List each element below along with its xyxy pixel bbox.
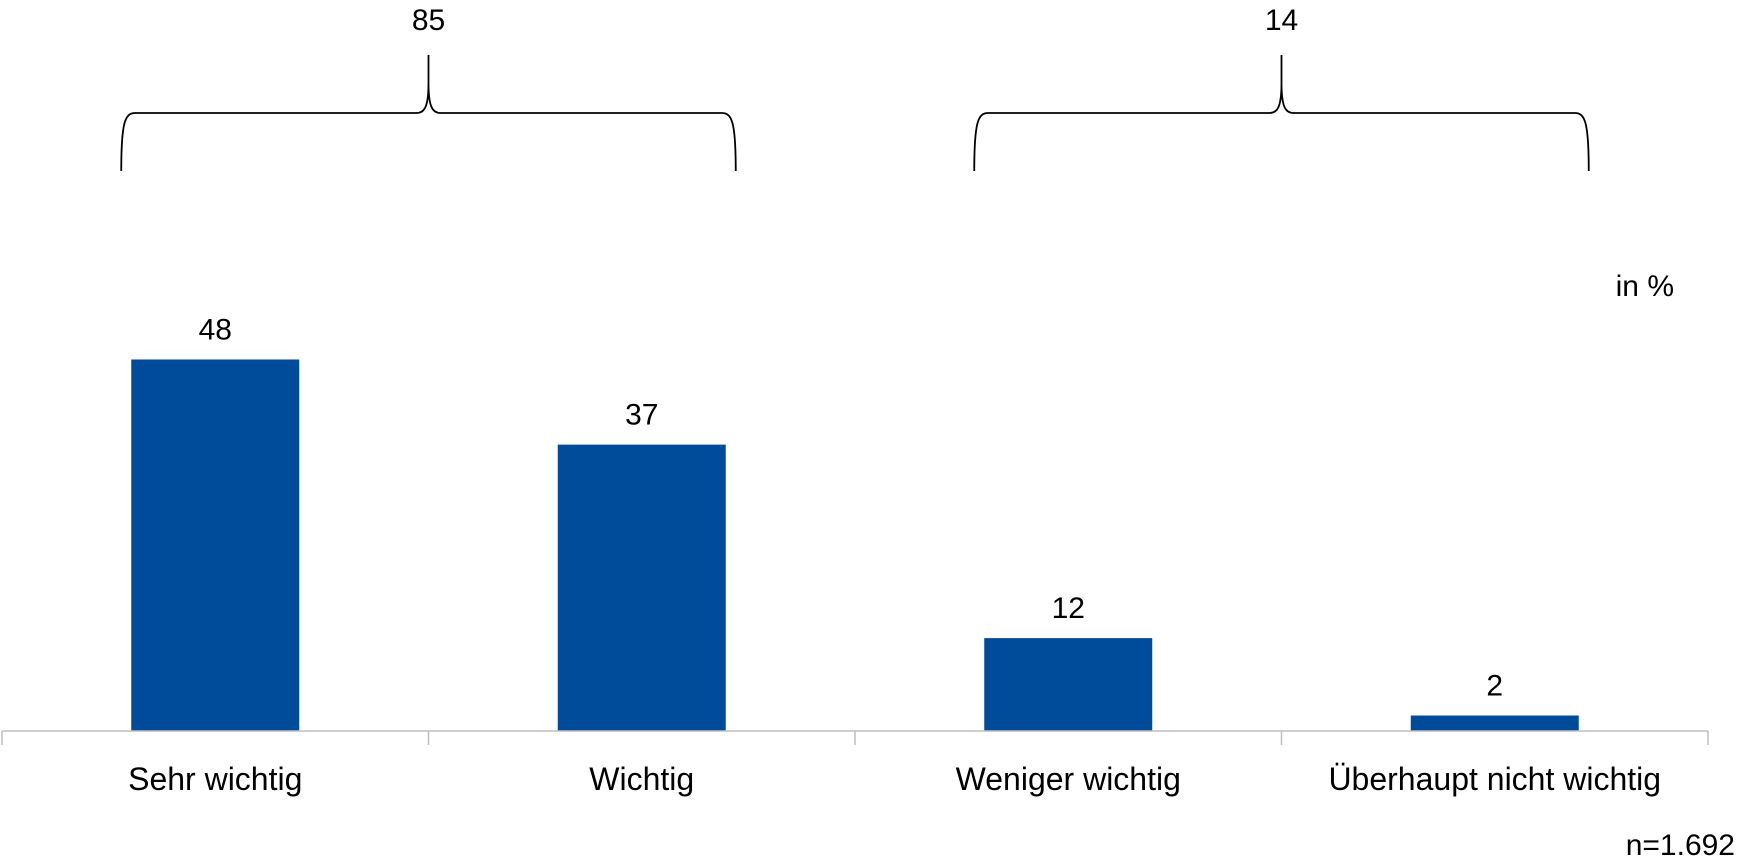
bar-wichtig [557,444,726,731]
value-label-sehr-wichtig: 48 [199,313,232,346]
group-brackets: 85 14 [120,4,1590,172]
x-axis [1,730,1709,745]
group-bracket-2 [973,55,1590,172]
bars [131,359,1579,731]
group-total-label-2: 14 [1265,4,1298,37]
value-label-wichtig: 37 [625,399,658,432]
category-labels: Sehr wichtig Wichtig Weniger wichtig Überha… [128,761,1661,797]
group-total-label-1: 85 [412,4,445,37]
sample-size-note: n=1.692 [1626,829,1735,861]
category-label-weniger-wichtig: Weniger wichtig [956,761,1181,797]
value-label-weniger-wichtig: 12 [1052,592,1085,625]
bar-sehr-wichtig [131,359,300,731]
category-label-wichtig: Wichtig [589,761,694,797]
bar-uberhaupt-nicht-wichtig [1410,715,1579,731]
category-label-sehr-wichtig: Sehr wichtig [128,761,302,797]
value-labels: 48 37 12 2 [199,313,1504,702]
group-bracket-1 [120,55,737,172]
category-label-uberhaupt-nicht-wichtig: Überhaupt nicht wichtig [1328,761,1661,797]
unit-label: in % [1616,270,1674,303]
value-label-uberhaupt-nicht-wichtig: 2 [1486,670,1503,703]
bar-weniger-wichtig [984,638,1153,731]
